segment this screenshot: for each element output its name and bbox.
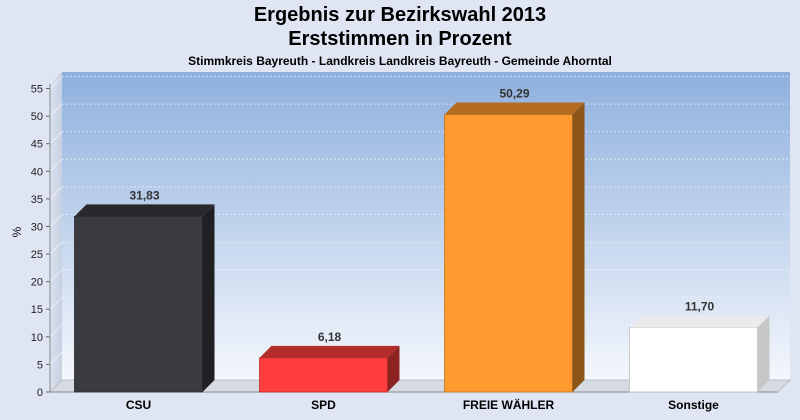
- x-tick-label: FREIE WÄHLER: [463, 397, 555, 412]
- y-tick-label: 0: [37, 387, 43, 399]
- y-tick-label: 40: [31, 166, 43, 178]
- bar-front: [74, 215, 203, 393]
- bar-front: [629, 327, 758, 393]
- bar-top: [259, 345, 400, 358]
- data-label: 31,83: [129, 188, 159, 202]
- gridline-side: [49, 241, 63, 255]
- gridline-side: [49, 214, 63, 227]
- bar: [444, 102, 585, 393]
- y-tick-label: 5: [37, 359, 43, 371]
- x-tick-label: Sonstige: [668, 398, 719, 412]
- x-tick-label: SPD: [311, 398, 336, 412]
- bar-top: [629, 315, 770, 328]
- chart-subtitle: Erststimmen in Prozent: [288, 28, 512, 50]
- data-label: 6,18: [318, 330, 342, 344]
- y-axis-label: %: [10, 226, 24, 237]
- gridline-side: [49, 103, 63, 117]
- gridline-side: [49, 352, 63, 365]
- bar-side: [387, 345, 400, 392]
- gridline-side: [49, 76, 63, 89]
- y-tick-label: 35: [31, 194, 43, 206]
- y-tick-label: 10: [31, 332, 43, 344]
- x-tick-label: CSU: [126, 398, 151, 412]
- plot-left-wall: [50, 72, 62, 392]
- y-tick-label: 15: [31, 304, 43, 316]
- y-tick-label: 50: [31, 111, 43, 123]
- bar-side: [202, 204, 215, 392]
- data-label: 11,70: [685, 299, 715, 313]
- bar: [629, 315, 770, 393]
- bar-front: [259, 357, 388, 393]
- y-tick-label: 30: [31, 221, 43, 233]
- y-tick-label: 45: [31, 139, 43, 151]
- bar-side: [572, 102, 585, 392]
- data-label: 50,29: [499, 87, 529, 101]
- gridline-side: [49, 158, 63, 172]
- y-tick-label: 25: [31, 249, 43, 261]
- gridline-side: [49, 324, 63, 338]
- bar-side: [757, 315, 770, 392]
- bar-front: [444, 114, 573, 393]
- bar: [259, 345, 400, 393]
- bar: [74, 204, 215, 393]
- y-tick-label: 55: [31, 84, 43, 96]
- bar-top: [444, 102, 585, 115]
- gridline-side: [49, 269, 63, 283]
- bar-top: [74, 204, 215, 217]
- chart-title: Ergebnis zur Bezirkswahl 2013: [253, 4, 547, 26]
- y-tick-label: 20: [31, 277, 43, 289]
- gridline-side: [49, 131, 63, 145]
- chart-caption: Stimmkreis Bayreuth - Landkreis Landkrei…: [188, 54, 612, 68]
- gridline-side: [49, 296, 63, 310]
- gridline-side: [49, 186, 63, 200]
